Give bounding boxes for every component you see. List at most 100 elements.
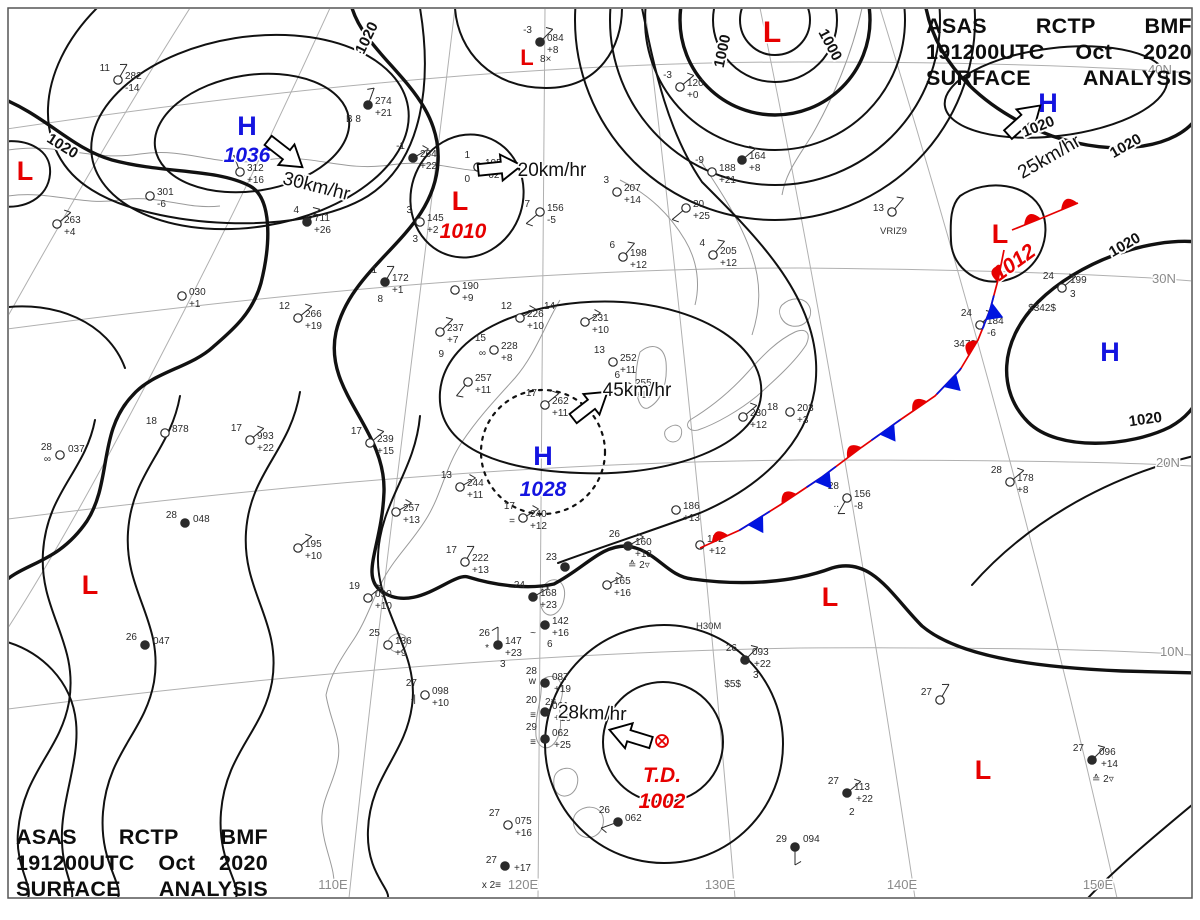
station-value: 142 <box>552 616 569 627</box>
station-value: 062 <box>552 728 569 739</box>
cold-front-triangle-icon <box>985 303 1004 321</box>
station-value: 113 <box>854 782 870 793</box>
title-line-3: SURFACE ANALYSIS <box>16 876 268 902</box>
station-value: +14 <box>1101 759 1118 770</box>
station-circle-icon <box>245 435 255 445</box>
station-circle-icon <box>738 412 748 422</box>
wind-barb-tick-icon <box>616 572 623 577</box>
station-plot: 312+16 4 <box>226 154 264 186</box>
cold-front-triangle-icon <box>943 374 961 391</box>
station-value: 230 <box>750 408 767 419</box>
station-value: 226 <box>527 309 544 320</box>
movement-speed-label: 30km/hr <box>280 168 352 205</box>
title-word: 191200UTC <box>926 40 1045 64</box>
station-value: $5$ <box>724 679 741 690</box>
station-value: 207 <box>624 183 641 194</box>
station-value: 28 <box>526 666 538 677</box>
station-plot: 711+26 4 <box>293 205 331 236</box>
station-circle-icon <box>580 317 590 327</box>
station-circle-icon <box>842 788 852 798</box>
movement-speed-label: 28km/hr <box>558 702 628 725</box>
station-value: 6 <box>547 639 553 650</box>
station-plot: 264+22 -1 <box>396 141 437 172</box>
wind-barb-icon <box>745 405 758 415</box>
station-value: -6 <box>987 328 996 339</box>
station-value: ·| <box>410 694 416 705</box>
station-value: 27 <box>489 808 501 819</box>
station-value: +16 <box>515 828 532 839</box>
station-value: +11 <box>620 365 637 376</box>
wind-barb-tick-icon <box>491 626 499 631</box>
station-value: 27 <box>921 687 933 698</box>
station-value: 4 <box>293 205 299 216</box>
station-value: +12 <box>720 258 737 269</box>
wind-barb-icon <box>59 212 72 222</box>
station-value: -5 <box>547 215 556 226</box>
station-value: 186 <box>683 501 700 512</box>
station-circle-icon <box>365 438 375 448</box>
wind-barb-icon <box>588 312 601 321</box>
station-value: 263 <box>64 215 81 226</box>
station-value: .. <box>833 499 839 510</box>
title-word: ASAS <box>16 825 77 849</box>
station-circle-icon <box>180 518 190 528</box>
station-plot: 228+8 15 ∞ <box>475 333 518 364</box>
station-value: 3 <box>500 659 506 670</box>
wind-barb-tick-icon <box>64 209 71 213</box>
chart-title-bottom: ASAS RCTP BMF 191200UTC Oct 2020 SURFACE ANAL… <box>16 824 268 902</box>
wind-barb-tick-icon <box>228 154 235 161</box>
station-value: +22 <box>420 161 437 172</box>
station-value: 17 <box>231 423 243 434</box>
warm-front-semicircle-icon <box>1024 214 1041 226</box>
station-value: 26 <box>609 529 621 540</box>
station-plot: 094 29 <box>776 834 820 866</box>
tropical-depression-center: T.D. 1002 <box>637 734 687 815</box>
center-letter: L <box>975 755 992 785</box>
station-circle-icon <box>708 250 718 260</box>
center-letter: L <box>992 219 1009 249</box>
wind-barb-icon <box>1064 276 1077 286</box>
station-value: +16 <box>554 713 571 724</box>
station-value: 4 <box>226 155 232 166</box>
station-value: 9 <box>438 349 444 360</box>
station-plot: 993+22 17 <box>231 423 275 454</box>
station-plot: 136+9 25 <box>369 628 412 659</box>
wind-barb-icon <box>300 536 313 546</box>
wind-barb-icon <box>252 428 265 438</box>
station-plot: 075+16 27 <box>489 808 533 839</box>
wind-barb-icon <box>466 546 475 559</box>
high-pressure-center: H <box>1037 87 1060 120</box>
station-value: 13 <box>873 203 885 214</box>
station-value: ∞ <box>44 454 51 465</box>
station-circle-icon <box>1005 477 1015 487</box>
stationary-front <box>699 249 1005 549</box>
station-value: ≙ 2▿ <box>1092 773 1114 785</box>
station-value: 3 <box>412 234 418 245</box>
station-value: +1 <box>392 285 404 296</box>
station-circle-icon <box>380 277 390 287</box>
station-circle-icon <box>675 82 685 92</box>
station-plot: 096+14 ≙ 2▿ 27 <box>1073 743 1119 785</box>
center-letter: L <box>822 582 839 612</box>
station-plot: 20+25 <box>671 199 710 223</box>
station-value: 0 <box>464 174 470 185</box>
station-value: 098 <box>432 686 449 697</box>
station-value: 312 <box>247 163 264 174</box>
station-value: 6 <box>609 240 615 251</box>
wind-barb-tick-icon <box>627 241 635 244</box>
wind-barb-icon <box>941 684 950 697</box>
station-value: ≡ <box>530 737 536 748</box>
station-value: 160 <box>635 537 652 548</box>
front-line-cold-segment <box>738 510 771 532</box>
low-pressure-center: L <box>519 44 535 72</box>
station-plot: 274+21 B 8 <box>346 87 392 125</box>
station-value: 24 <box>1043 271 1055 282</box>
wind-barb-icon <box>386 266 395 279</box>
station-value: +4 <box>64 227 76 238</box>
station-value: +16 <box>552 628 569 639</box>
wind-barb-icon <box>682 75 695 85</box>
front-line-cold-segment <box>981 295 995 330</box>
station-value: +8 <box>1017 485 1029 496</box>
station-circle-icon <box>408 153 418 163</box>
